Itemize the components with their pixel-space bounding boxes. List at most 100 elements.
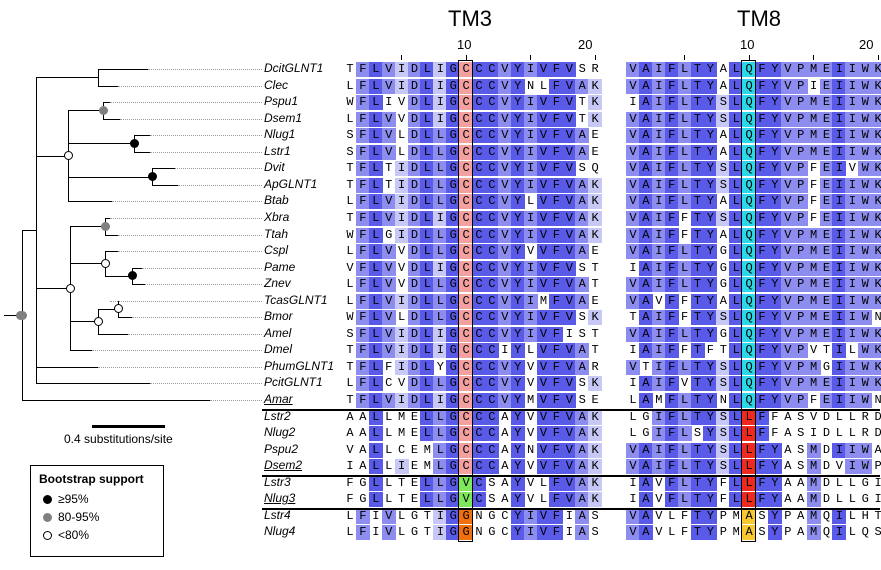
tree-guide-line	[148, 69, 262, 70]
residue-cell: K	[588, 459, 603, 475]
residue-cell: F	[664, 161, 679, 177]
residue-cell: Y	[767, 359, 782, 375]
residue-cell: C	[472, 227, 486, 243]
residue-cell: M	[806, 475, 821, 491]
residue-cell: K	[588, 95, 603, 111]
residue-cell: I	[501, 343, 509, 358]
residue-cell: L	[368, 95, 383, 111]
residue-cell: I	[845, 144, 860, 160]
residue-cell: C	[484, 277, 499, 293]
residue-cell: T	[346, 359, 354, 374]
residue-cell: V	[536, 525, 551, 541]
residue-cell: Q	[822, 525, 831, 540]
residue-cell: A	[346, 426, 354, 441]
residue-cell: S	[346, 326, 354, 341]
residue-cell: I	[394, 194, 409, 210]
residue-cell: Y	[767, 194, 782, 210]
residue-cell: I	[845, 128, 860, 144]
residue-cell: G	[719, 277, 727, 292]
taxon-label: Amar	[264, 392, 293, 406]
tree-branch	[36, 366, 98, 368]
residue-cell: W	[858, 194, 873, 210]
residue-cell: F	[355, 277, 370, 293]
residue-cell: Y	[767, 508, 782, 524]
residue-cell: Y	[767, 177, 782, 193]
position-tick	[465, 55, 467, 60]
residue-cell: A	[638, 310, 653, 326]
residue-cell: I	[372, 508, 380, 523]
residue-cell: M	[526, 393, 535, 407]
residue-cell: T	[578, 111, 586, 126]
residue-cell: F	[755, 442, 769, 458]
residue-cell: K	[588, 310, 603, 326]
residue-cell: Q	[591, 161, 599, 176]
residue-cell: R	[591, 62, 599, 76]
residue-cell: G	[459, 508, 474, 524]
residue-cell: F	[755, 359, 769, 375]
residue-cell: K	[588, 177, 603, 193]
residue-cell: I	[832, 310, 847, 326]
tree-branch	[98, 85, 118, 87]
residue-cell: F	[549, 78, 564, 94]
residue-cell: Q	[742, 161, 757, 177]
residue-cell: L	[385, 492, 393, 507]
residue-cell: K	[871, 210, 881, 226]
residue-cell: F	[755, 78, 769, 94]
residue-cell: C	[397, 442, 406, 457]
residue-cell: A	[346, 409, 354, 424]
legend-label: 80-95%	[58, 510, 100, 524]
residue-cell: K	[871, 78, 881, 94]
residue-cell: F	[664, 293, 679, 309]
residue-cell: A	[638, 525, 653, 541]
residue-cell: L	[420, 393, 435, 408]
residue-cell: L	[729, 475, 744, 491]
residue-cell: W	[858, 78, 873, 94]
residue-cell: F	[549, 475, 564, 491]
residue-cell: I	[523, 111, 538, 127]
residue-cell: L	[835, 492, 843, 507]
residue-cell: V	[497, 293, 512, 309]
residue-cell: L	[420, 244, 435, 260]
residue-cell: F	[549, 111, 564, 127]
mid-support-node-icon	[15, 310, 25, 320]
residue-cell: F	[355, 359, 370, 375]
residue-cell: L	[420, 376, 435, 392]
tm3-title: TM3	[448, 6, 492, 31]
tree-guide-line	[112, 201, 262, 203]
residue-cell: F	[680, 525, 689, 540]
position-tick	[813, 55, 815, 60]
residue-cell: L	[677, 144, 692, 160]
residue-cell: C	[459, 111, 474, 127]
residue-cell: A	[638, 475, 653, 491]
tree-branch	[105, 251, 118, 253]
residue-cell: G	[446, 227, 461, 243]
residue-cell: V	[655, 525, 663, 540]
residue-cell: G	[359, 475, 367, 490]
residue-cell: V	[626, 508, 640, 524]
residue-cell: V	[497, 95, 512, 111]
tree-branch	[36, 77, 98, 79]
residue-cell: M	[806, 508, 821, 524]
tree-branch	[36, 77, 37, 385]
residue-cell: I	[651, 442, 666, 458]
residue-cell: A	[742, 525, 757, 541]
residue-cell: I	[832, 343, 847, 359]
tree-guide-line	[150, 151, 262, 153]
residue-cell: G	[446, 508, 461, 524]
residue-cell: I	[651, 177, 666, 193]
tree-branch	[68, 201, 112, 203]
residue-cell: D	[822, 475, 831, 490]
residue-cell: D	[407, 277, 422, 293]
residue-cell: A	[638, 492, 653, 508]
residue-cell: G	[446, 194, 461, 210]
residue-cell: V	[780, 293, 795, 309]
residue-cell: V	[780, 227, 795, 243]
residue-cell: G	[719, 244, 727, 259]
residue-cell: L	[729, 393, 744, 408]
residue-cell: Y	[510, 111, 525, 127]
residue-cell: L	[742, 426, 757, 442]
residue-cell: F	[355, 78, 370, 94]
residue-cell: F	[680, 293, 689, 308]
residue-cell: L	[433, 293, 448, 309]
residue-cell: F	[355, 293, 370, 309]
